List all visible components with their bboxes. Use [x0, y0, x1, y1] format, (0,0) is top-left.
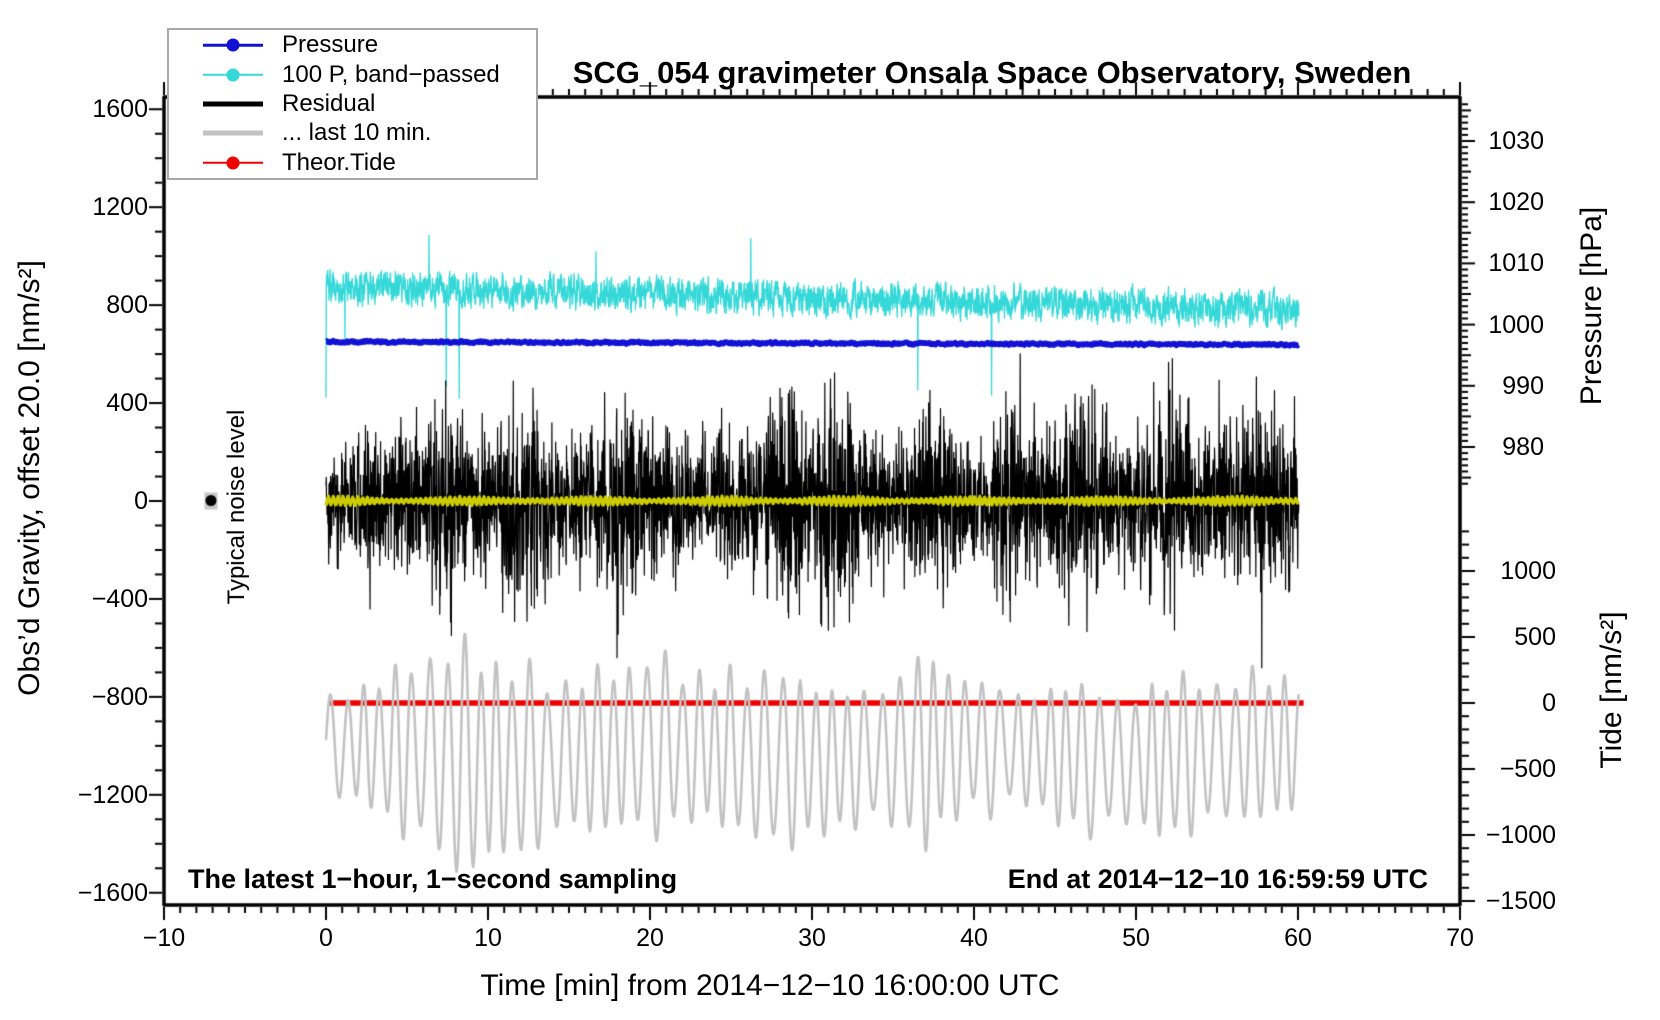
legend-item-last-10-min: ... last 10 min.: [169, 119, 536, 147]
gravity-tick-label: 1200: [92, 193, 148, 222]
gravity-tick-label: 800: [106, 291, 148, 320]
x-tick-label: −10: [142, 924, 186, 952]
legend-item-label: ... last 10 min.: [282, 119, 432, 147]
legend-marker-dot: [226, 156, 240, 170]
pressure-tick-label: 1020: [1488, 188, 1544, 217]
legend-marker-dot: [226, 68, 240, 82]
x-tick-label: 40: [960, 924, 988, 952]
legend-item-label: Pressure: [282, 31, 379, 59]
tide-tick-label: 500: [1514, 623, 1556, 651]
pressure-tick-label: 990: [1502, 371, 1544, 400]
tide-tick-label: −1000: [1485, 821, 1556, 849]
legend-item-label: Theor.Tide: [282, 148, 396, 176]
x-axis-label: Time [min] from 2014−12−10 16:00:00 UTC: [480, 969, 1060, 1002]
legend: Pressure 100 P, band−passed Residual... la…: [167, 28, 538, 180]
x-tick-label: 0: [319, 924, 333, 952]
tide-tick-label: −500: [1499, 755, 1556, 783]
legend-sample-line: [203, 97, 263, 111]
pressure-tick-label: 1030: [1488, 127, 1544, 155]
gravity-tick-label: −800: [91, 682, 148, 711]
tide-tick-label: 0: [1542, 689, 1556, 717]
gravity-tick-label: −400: [91, 584, 148, 613]
x-tick-label: 20: [636, 924, 664, 952]
tide-tick-label: −1500: [1485, 887, 1556, 915]
legend-sample-line: [203, 126, 263, 140]
legend-item-label: 100 P, band−passed: [282, 60, 500, 88]
x-tick-label: 30: [798, 924, 826, 952]
x-tick-label: 60: [1284, 924, 1312, 952]
gravity-tick-label: 0: [134, 487, 148, 515]
legend-sample-line: [203, 156, 263, 170]
legend-item-residual: Residual: [169, 90, 536, 118]
legend-sample-line: [203, 68, 263, 82]
end-time-annotation: End at 2014−12−10 16:59:59 UTC: [1007, 864, 1428, 894]
gravity-tick-label: −1600: [77, 878, 148, 907]
tide-axis-label: Tide [nm/s²]: [1595, 611, 1628, 769]
legend-item-pressure: Pressure: [169, 31, 536, 59]
gravity-tick-label: 1600: [92, 95, 148, 124]
sampling-annotation: The latest 1−hour, 1−second sampling: [188, 864, 678, 894]
x-tick-label: 10: [474, 924, 502, 952]
pressure-tick-label: 1010: [1488, 249, 1544, 278]
pressure-axis-label: Pressure [hPa]: [1575, 206, 1608, 406]
x-tick-label: 70: [1446, 924, 1474, 952]
pressure-tick-label: 980: [1502, 433, 1544, 461]
x-tick-label: 50: [1122, 924, 1150, 952]
left-y-axis-label: Obs’d Gravity, offset 20.0 [nm/s²]: [13, 260, 46, 696]
legend-item-100-p-band-passed: 100 P, band−passed: [169, 61, 536, 89]
legend-item-label: Residual: [282, 89, 376, 117]
tide-tick-label: 1000: [1500, 557, 1556, 585]
legend-item-theor-tide: Theor.Tide: [169, 149, 536, 177]
noise-level-label: Typical noise level: [223, 409, 250, 605]
gravity-tick-label: −1200: [77, 780, 148, 809]
legend-sample-line: [203, 38, 263, 52]
gravity-tick-label: 400: [106, 389, 148, 418]
pressure-tick-label: 1000: [1488, 310, 1544, 339]
legend-marker-dot: [226, 38, 240, 52]
chart-title: SCG_054 gravimeter Onsala Space Observat…: [572, 55, 1412, 90]
